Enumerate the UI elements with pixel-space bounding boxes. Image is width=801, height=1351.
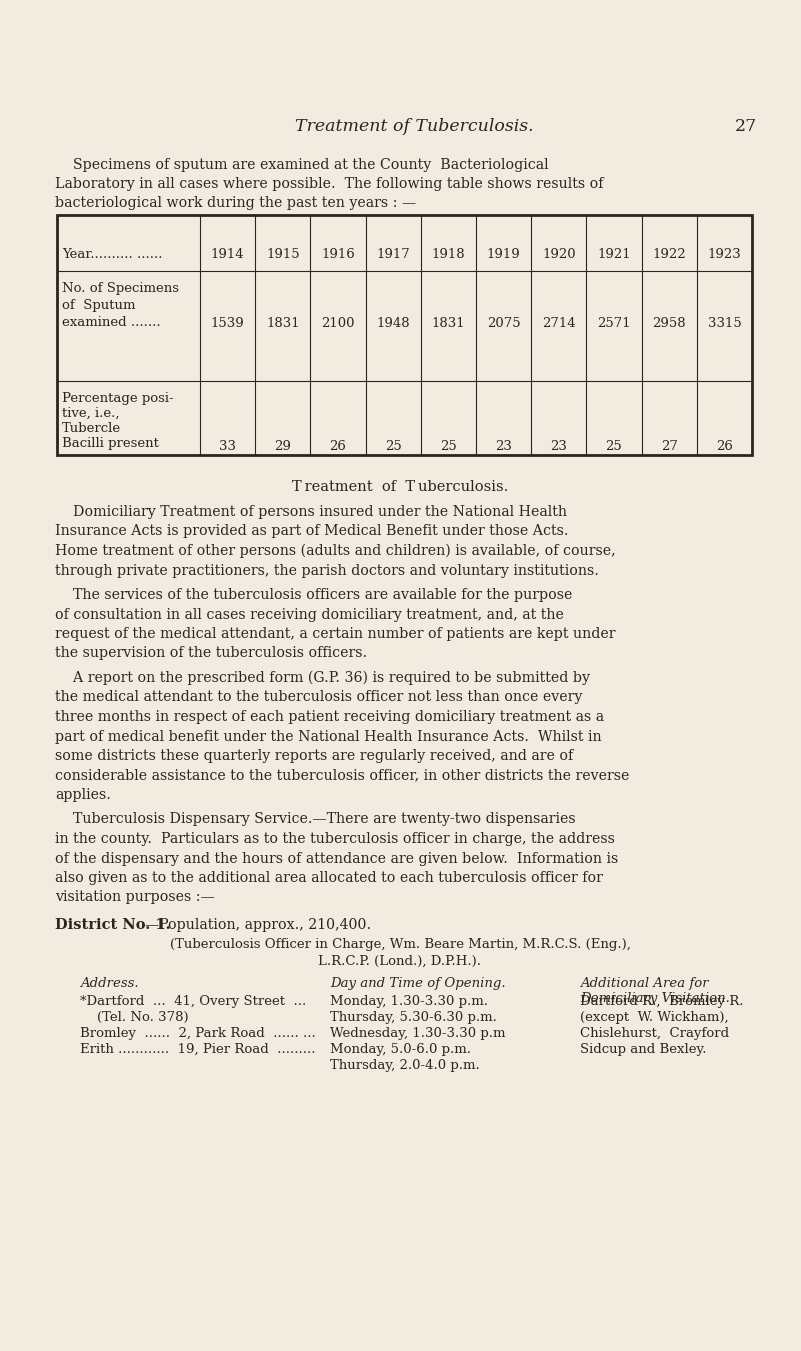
Text: Home treatment of other persons (adults and children) is available, of course,: Home treatment of other persons (adults … bbox=[55, 544, 616, 558]
Text: of  Sputum: of Sputum bbox=[62, 299, 135, 312]
Text: 1914: 1914 bbox=[211, 249, 244, 261]
Text: visitation purposes :—: visitation purposes :— bbox=[55, 890, 215, 905]
Text: also given as to the additional area allocated to each tuberculosis officer for: also given as to the additional area all… bbox=[55, 871, 603, 885]
Text: Dartford R.,  Bromley R.: Dartford R., Bromley R. bbox=[580, 994, 743, 1008]
Text: 1919: 1919 bbox=[487, 249, 521, 261]
Text: Chislehurst,  Crayford: Chislehurst, Crayford bbox=[580, 1027, 729, 1040]
Text: L.R.C.P. (Lond.), D.P.H.).: L.R.C.P. (Lond.), D.P.H.). bbox=[319, 955, 481, 969]
Text: part of medical benefit under the National Health Insurance Acts.  Whilst in: part of medical benefit under the Nation… bbox=[55, 730, 602, 743]
Text: Percentage posi-: Percentage posi- bbox=[62, 392, 174, 405]
Text: 26: 26 bbox=[329, 440, 347, 453]
Bar bbox=[57, 215, 752, 455]
Text: 29: 29 bbox=[275, 440, 292, 453]
Text: Additional Area for: Additional Area for bbox=[580, 977, 709, 990]
Text: (except  W. Wickham),: (except W. Wickham), bbox=[580, 1011, 729, 1024]
Text: three months in respect of each patient receiving domiciliary treatment as a: three months in respect of each patient … bbox=[55, 711, 604, 724]
Text: Specimens of sputum are examined at the County  Bacteriological: Specimens of sputum are examined at the … bbox=[55, 158, 549, 172]
Text: 1831: 1831 bbox=[432, 317, 465, 330]
Text: Bacilli present: Bacilli present bbox=[62, 436, 159, 450]
Text: of the dispensary and the hours of attendance are given below.  Information is: of the dispensary and the hours of atten… bbox=[55, 851, 618, 866]
Text: 1923: 1923 bbox=[707, 249, 741, 261]
Text: District No. 1.: District No. 1. bbox=[55, 917, 171, 932]
Text: Erith ............  19, Pier Road  .........: Erith ............ 19, Pier Road .......… bbox=[80, 1043, 316, 1056]
Text: tive, i.e.,: tive, i.e., bbox=[62, 407, 119, 420]
Text: 1922: 1922 bbox=[652, 249, 686, 261]
Text: No. of Specimens: No. of Specimens bbox=[62, 282, 179, 295]
Text: in the county.  Particulars as to the tuberculosis officer in charge, the addres: in the county. Particulars as to the tub… bbox=[55, 832, 615, 846]
Text: Address.: Address. bbox=[80, 977, 139, 990]
Text: 2075: 2075 bbox=[487, 317, 521, 330]
Text: Thursday, 2.0-4.0 p.m.: Thursday, 2.0-4.0 p.m. bbox=[330, 1059, 480, 1071]
Text: of consultation in all cases receiving domiciliary treatment, and, at the: of consultation in all cases receiving d… bbox=[55, 608, 564, 621]
Text: 1948: 1948 bbox=[376, 317, 410, 330]
Text: Laboratory in all cases where possible.  The following table shows results of: Laboratory in all cases where possible. … bbox=[55, 177, 603, 190]
Text: Treatment of Tuberculosis.: Treatment of Tuberculosis. bbox=[295, 118, 533, 135]
Text: the medical attendant to the tuberculosis officer not less than once every: the medical attendant to the tuberculosi… bbox=[55, 690, 582, 704]
Text: 25: 25 bbox=[606, 440, 622, 453]
Text: Monday, 1.30-3.30 p.m.: Monday, 1.30-3.30 p.m. bbox=[330, 994, 488, 1008]
Text: (Tel. No. 378): (Tel. No. 378) bbox=[80, 1011, 188, 1024]
Text: 27: 27 bbox=[735, 118, 757, 135]
Text: 1916: 1916 bbox=[321, 249, 355, 261]
Text: 3315: 3315 bbox=[707, 317, 741, 330]
Text: 25: 25 bbox=[384, 440, 401, 453]
Text: 1918: 1918 bbox=[432, 249, 465, 261]
Text: Domiciliary Treatment of persons insured under the National Health: Domiciliary Treatment of persons insured… bbox=[55, 505, 567, 519]
Text: 2100: 2100 bbox=[321, 317, 355, 330]
Text: Day and Time of Opening.: Day and Time of Opening. bbox=[330, 977, 505, 990]
Text: T reatment  of  T uberculosis.: T reatment of T uberculosis. bbox=[292, 480, 508, 494]
Text: Year.......... ......: Year.......... ...... bbox=[62, 249, 163, 261]
Text: The services of the tuberculosis officers are available for the purpose: The services of the tuberculosis officer… bbox=[55, 588, 573, 603]
Text: (Tuberculosis Officer in Charge, Wm. Beare Martin, M.R.C.S. (Eng.),: (Tuberculosis Officer in Charge, Wm. Bea… bbox=[170, 938, 630, 951]
Text: A report on the prescribed form (G.P. 36) is required to be submitted by: A report on the prescribed form (G.P. 36… bbox=[55, 671, 590, 685]
Text: 2571: 2571 bbox=[598, 317, 631, 330]
Text: 2958: 2958 bbox=[652, 317, 686, 330]
Text: 23: 23 bbox=[550, 440, 567, 453]
Text: —Population, approx., 210,400.: —Population, approx., 210,400. bbox=[145, 917, 371, 932]
Text: Monday, 5.0-6.0 p.m.: Monday, 5.0-6.0 p.m. bbox=[330, 1043, 471, 1056]
Text: Tuberculosis Dispensary Service.—There are twenty-two dispensaries: Tuberculosis Dispensary Service.—There a… bbox=[55, 812, 576, 827]
Text: 1920: 1920 bbox=[542, 249, 576, 261]
Text: Insurance Acts is provided as part of Medical Benefit under those Acts.: Insurance Acts is provided as part of Me… bbox=[55, 524, 569, 539]
Text: the supervision of the tuberculosis officers.: the supervision of the tuberculosis offi… bbox=[55, 647, 367, 661]
Text: Tubercle: Tubercle bbox=[62, 422, 121, 435]
Text: *Dartford  ...  41, Overy Street  ...: *Dartford ... 41, Overy Street ... bbox=[80, 994, 306, 1008]
Text: Thursday, 5.30-6.30 p.m.: Thursday, 5.30-6.30 p.m. bbox=[330, 1011, 497, 1024]
Text: Wednesday, 1.30-3.30 p.m: Wednesday, 1.30-3.30 p.m bbox=[330, 1027, 505, 1040]
Text: 26: 26 bbox=[716, 440, 733, 453]
Text: applies.: applies. bbox=[55, 788, 111, 802]
Text: 2714: 2714 bbox=[542, 317, 576, 330]
Text: Bromley  ......  2, Park Road  ...... ...: Bromley ...... 2, Park Road ...... ... bbox=[80, 1027, 316, 1040]
Text: through private practitioners, the parish doctors and voluntary institutions.: through private practitioners, the paris… bbox=[55, 563, 599, 577]
Text: 27: 27 bbox=[661, 440, 678, 453]
Text: 33: 33 bbox=[219, 440, 236, 453]
Text: considerable assistance to the tuberculosis officer, in other districts the reve: considerable assistance to the tuberculo… bbox=[55, 769, 630, 782]
Text: 1915: 1915 bbox=[266, 249, 300, 261]
Text: request of the medical attendant, a certain number of patients are kept under: request of the medical attendant, a cert… bbox=[55, 627, 615, 640]
Text: Sidcup and Bexley.: Sidcup and Bexley. bbox=[580, 1043, 706, 1056]
Text: 1917: 1917 bbox=[376, 249, 410, 261]
Text: 23: 23 bbox=[495, 440, 512, 453]
Text: examined .......: examined ....... bbox=[62, 316, 161, 330]
Text: 1539: 1539 bbox=[211, 317, 244, 330]
Text: 25: 25 bbox=[440, 440, 457, 453]
Text: bacteriological work during the past ten years : —: bacteriological work during the past ten… bbox=[55, 196, 417, 209]
Text: 1831: 1831 bbox=[266, 317, 300, 330]
Text: 1921: 1921 bbox=[598, 249, 631, 261]
Text: some districts these quarterly reports are regularly received, and are of: some districts these quarterly reports a… bbox=[55, 748, 574, 763]
Text: Domiciliary Visitation.: Domiciliary Visitation. bbox=[580, 992, 730, 1005]
